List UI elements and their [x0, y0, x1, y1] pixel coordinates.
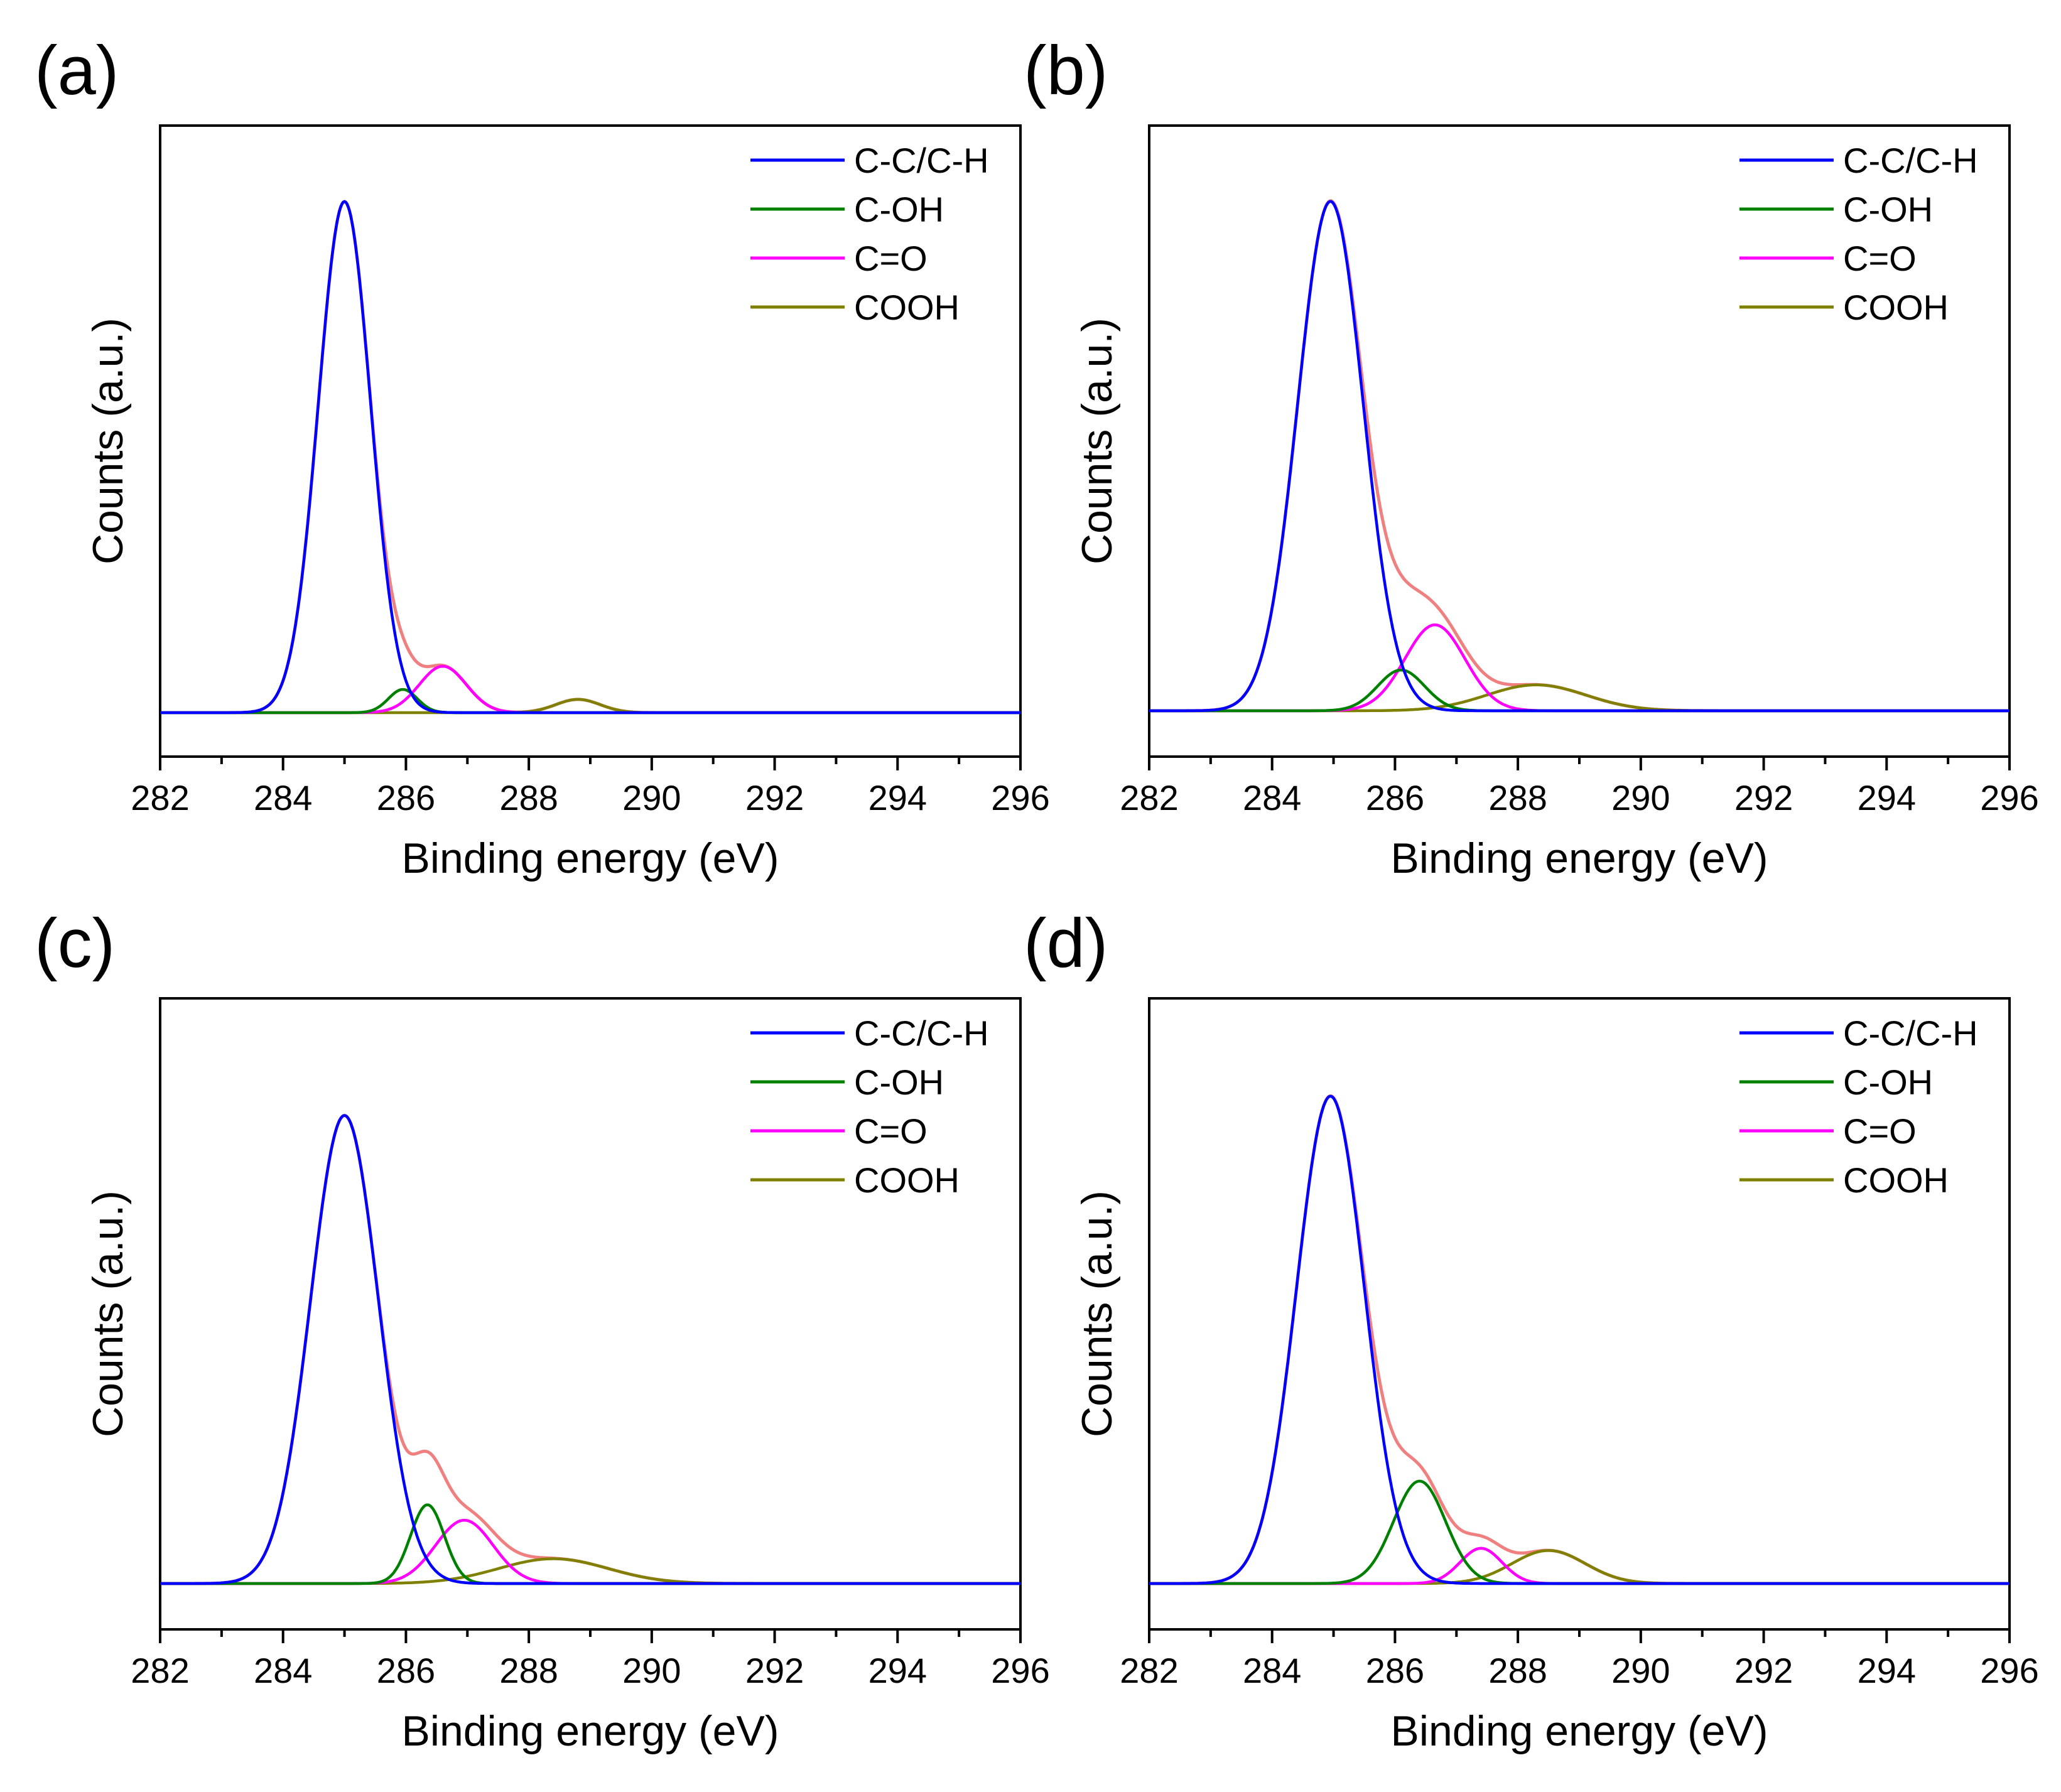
- series-line: [1149, 200, 2010, 713]
- legend-label: COOH: [854, 288, 960, 327]
- legend-label: C-OH: [1843, 190, 1933, 229]
- series-line: [160, 698, 1020, 715]
- legend-label: COOH: [854, 1160, 960, 1200]
- x-tick-label: 296: [1980, 1651, 2038, 1690]
- legend-label: C-C/C-H: [1843, 141, 1978, 180]
- x-tick-label: 288: [499, 778, 558, 818]
- curves: [160, 1113, 1020, 1585]
- legend-label: C=O: [854, 1111, 928, 1151]
- x-tick-label: 294: [868, 778, 927, 818]
- chart-panel: (c) 282 284 286 288 290 292 294 296 Binding energ…: [35, 905, 1050, 1755]
- legend-label: C-OH: [854, 1062, 944, 1102]
- series-line: [160, 1114, 1020, 1585]
- x-axis-title: Binding energy (eV): [1390, 834, 1768, 882]
- series-line: [1149, 1546, 2010, 1585]
- x-tick-label: 290: [1611, 1651, 1670, 1690]
- curves: [1149, 199, 2010, 713]
- x-tick-label: 292: [745, 778, 804, 818]
- series-line: [160, 1518, 1020, 1585]
- x-axis-title: Binding energy (eV): [1390, 1707, 1768, 1755]
- series-line: [1149, 683, 2010, 713]
- x-tick-label: 282: [1120, 1651, 1178, 1690]
- legend-label: COOH: [1843, 1160, 1949, 1200]
- x-tick-label: 286: [1366, 1651, 1424, 1690]
- x-tick-label: 282: [131, 778, 189, 818]
- curves: [160, 200, 1020, 715]
- chart-panel: (b) 282 284 286 288 290 292 294 296 Binding energ…: [1024, 32, 2039, 882]
- x-tick-label: 292: [1734, 778, 1793, 818]
- x-tick-label: 284: [254, 778, 312, 818]
- x-tick-label: 290: [622, 778, 681, 818]
- y-axis-title: Counts (a.u.): [1073, 1190, 1121, 1437]
- legend: C-C/C-H C-OH C=O COOH: [1739, 141, 1978, 327]
- x-axis-title: Binding energy (eV): [401, 1707, 779, 1755]
- chart-panel: (d) 282 284 286 288 290 292 294 296 Binding energ…: [1024, 905, 2039, 1755]
- legend-label: C-C/C-H: [854, 141, 989, 180]
- x-tick-label: 292: [1734, 1651, 1793, 1690]
- x-tick-label: 290: [622, 1651, 681, 1690]
- x-tick-label: 290: [1611, 778, 1670, 818]
- legend-label: C-C/C-H: [854, 1013, 989, 1053]
- panel-label: (a): [35, 32, 119, 109]
- x-tick-label: 288: [499, 1651, 558, 1690]
- legend: C-C/C-H C-OH C=O COOH: [1739, 1013, 1978, 1200]
- x-tick-label: 286: [1366, 778, 1424, 818]
- legend-label: C-C/C-H: [1843, 1013, 1978, 1053]
- legend-label: C-OH: [1843, 1062, 1933, 1102]
- x-tick-label: 282: [1120, 778, 1178, 818]
- legend: C-C/C-H C-OH C=O COOH: [750, 141, 989, 327]
- legend-label: C-OH: [854, 190, 944, 229]
- legend-label: C=O: [854, 239, 928, 278]
- series-line: [160, 664, 1020, 715]
- y-axis-title: Counts (a.u.): [84, 1190, 132, 1437]
- legend: C-C/C-H C-OH C=O COOH: [750, 1013, 989, 1200]
- chart-panel: (a) 282 284 286 288 290 292 294 296 Binding energ…: [35, 32, 1050, 882]
- x-tick-label: 296: [991, 1651, 1049, 1690]
- x-tick-label: 282: [131, 1651, 189, 1690]
- y-axis-title: Counts (a.u.): [84, 318, 132, 564]
- y-axis-title: Counts (a.u.): [1073, 318, 1121, 564]
- legend-label: C=O: [1843, 239, 1917, 278]
- x-tick-label: 288: [1488, 778, 1547, 818]
- x-tick-label: 296: [991, 778, 1049, 818]
- series-line: [1149, 1479, 2010, 1585]
- legend-label: COOH: [1843, 288, 1949, 327]
- series-line: [1149, 1549, 2010, 1585]
- x-tick-label: 294: [1858, 1651, 1916, 1690]
- x-tick-label: 284: [1243, 778, 1301, 818]
- curves: [1149, 1094, 2010, 1585]
- series-line: [1149, 1094, 2010, 1585]
- panel-label: (d): [1024, 905, 1108, 982]
- x-axis-title: Binding energy (eV): [401, 834, 779, 882]
- x-tick-label: 294: [868, 1651, 927, 1690]
- panel-label: (c): [35, 905, 115, 982]
- x-tick-label: 284: [1243, 1651, 1301, 1690]
- series-line: [1149, 668, 2010, 713]
- x-tick-label: 288: [1488, 1651, 1547, 1690]
- x-tick-label: 284: [254, 1651, 312, 1690]
- series-line: [160, 1503, 1020, 1585]
- series-line: [1149, 623, 2010, 713]
- x-tick-label: 294: [1858, 778, 1916, 818]
- x-tick-label: 296: [1980, 778, 2038, 818]
- panel-label: (b): [1024, 32, 1108, 109]
- x-tick-label: 286: [377, 1651, 435, 1690]
- series-line: [160, 200, 1020, 715]
- envelope-line: [160, 200, 1020, 715]
- series-line: [160, 1557, 1020, 1585]
- x-tick-label: 286: [377, 778, 435, 818]
- x-tick-label: 292: [745, 1651, 804, 1690]
- legend-label: C=O: [1843, 1111, 1917, 1151]
